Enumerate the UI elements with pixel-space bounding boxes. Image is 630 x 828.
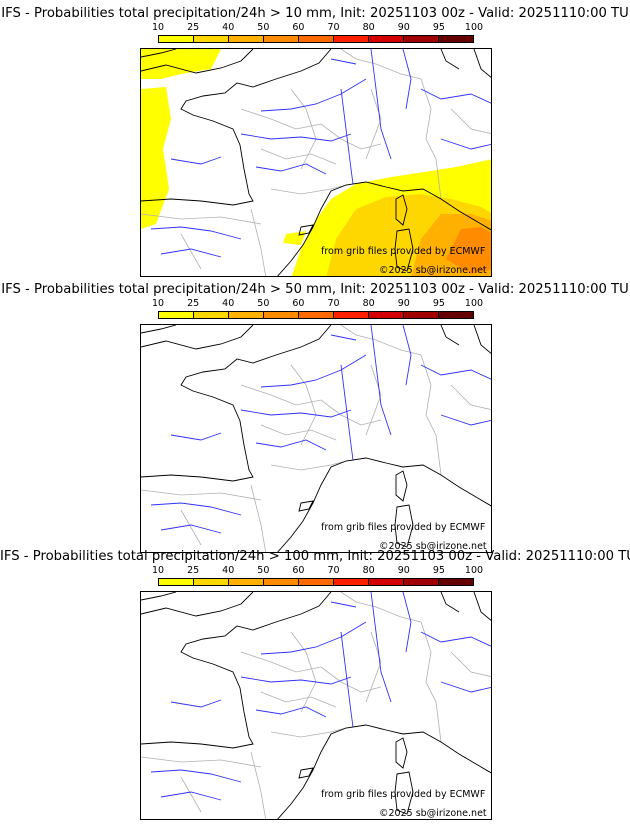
panel-title: IFS - Probabilities total precipitation/… <box>1 282 629 297</box>
colorbar-tick-label: 10 <box>151 298 165 309</box>
colorbar-tick-label: 25 <box>187 22 200 33</box>
colorbar-swatch <box>299 579 334 585</box>
colorbar-swatch <box>194 36 229 42</box>
colorbar-swatch <box>334 312 369 318</box>
colorbar-tick-label: 95 <box>432 22 445 33</box>
colorbar-tick-label: 80 <box>362 565 375 576</box>
colorbar-swatch <box>369 312 404 318</box>
colorbar-tick-label: 95 <box>432 298 445 309</box>
panel-title: IFS - Probabilities total precipitation/… <box>1 6 629 21</box>
colorbar-tick-label: 40 <box>222 22 235 33</box>
colorbar-swatch <box>404 312 439 318</box>
colorbar-tick-label: 40 <box>222 565 235 576</box>
colorbar-swatch <box>439 36 473 42</box>
colorbar-swatch <box>229 312 264 318</box>
colorbar-tick-label: 90 <box>397 565 410 576</box>
colorbar-tick-label: 10 <box>151 22 165 33</box>
colorbar-tick-label: 50 <box>257 565 270 576</box>
colorbar-tick-label: 60 <box>292 565 305 576</box>
colorbar-swatch <box>159 579 194 585</box>
copyright: ©2025 sb@irizone.net <box>379 541 487 552</box>
colorbar-swatch <box>334 579 369 585</box>
rivers <box>150 592 491 801</box>
map-panel: IFS - Probabilities total precipitation/… <box>0 282 630 557</box>
data-source-credit: from grib files provided by ECMWF <box>321 246 486 257</box>
colorbar-swatch <box>229 579 264 585</box>
colorbar-tick-label: 50 <box>257 298 270 309</box>
colorbar-tick-label: 50 <box>257 22 270 33</box>
colorbar-swatch <box>404 36 439 42</box>
colorbar-swatch <box>264 312 299 318</box>
colorbar-tick-label: 90 <box>397 22 410 33</box>
colorbar-tick-label: 100 <box>464 22 484 33</box>
colorbar-tick-label: 80 <box>362 22 375 33</box>
colorbar-swatch <box>299 312 334 318</box>
rivers <box>150 325 491 534</box>
colorbar-swatch <box>159 312 194 318</box>
colorbar-swatch <box>369 36 404 42</box>
colorbar-swatch <box>334 36 369 42</box>
data-source-credit: from grib files provided by ECMWF <box>321 789 486 800</box>
colorbar-swatch <box>439 312 473 318</box>
colorbar-swatch <box>264 36 299 42</box>
colorbar-tick-label: 90 <box>397 298 410 309</box>
admin-borders <box>141 49 491 276</box>
colorbar-tick-label: 40 <box>222 298 235 309</box>
panel-title: IFS - Probabilities total precipitation/… <box>0 549 630 564</box>
colorbar-tick-label: 70 <box>327 22 340 33</box>
coastline <box>141 325 491 552</box>
colorbar-tick-label: 25 <box>187 298 200 309</box>
precip-50-area <box>446 227 491 274</box>
colorbar-swatch <box>159 36 194 42</box>
colorbar-tick-label: 60 <box>292 298 305 309</box>
colorbar-swatch <box>439 579 473 585</box>
colorbar <box>158 578 474 586</box>
copyright: ©2025 sb@irizone.net <box>379 808 487 819</box>
colorbar-swatch <box>404 579 439 585</box>
data-source-credit: from grib files provided by ECMWF <box>321 522 486 533</box>
colorbar-tick-label: 70 <box>327 298 340 309</box>
colorbar-tick-label: 95 <box>432 565 445 576</box>
colorbar-tick-label: 10 <box>151 565 165 576</box>
probability-map: from grib files provided by ECMWF ©2025 … <box>140 48 492 277</box>
colorbar-tick-label: 70 <box>327 565 340 576</box>
colorbar-tick-label: 60 <box>292 22 305 33</box>
admin-borders <box>141 592 491 819</box>
colorbar <box>158 35 474 43</box>
probability-map: from grib files provided by ECMWF ©2025 … <box>140 324 492 553</box>
colorbar-swatch <box>369 579 404 585</box>
colorbar-swatch <box>229 36 264 42</box>
copyright: ©2025 sb@irizone.net <box>379 265 487 276</box>
map-panel: IFS - Probabilities total precipitation/… <box>0 549 630 824</box>
colorbar-tick-label: 100 <box>464 298 484 309</box>
coastline <box>141 49 491 276</box>
colorbar-swatch <box>264 579 299 585</box>
colorbar-swatch <box>299 36 334 42</box>
colorbar-swatch <box>194 312 229 318</box>
coastline <box>141 592 491 819</box>
probability-map: from grib files provided by ECMWF ©2025 … <box>140 591 492 820</box>
colorbar <box>158 311 474 319</box>
colorbar-tick-label: 100 <box>464 565 484 576</box>
map-panel: IFS - Probabilities total precipitation/… <box>0 6 630 281</box>
rivers <box>150 49 491 258</box>
colorbar-tick-label: 25 <box>187 565 200 576</box>
admin-borders <box>141 325 491 552</box>
colorbar-tick-label: 80 <box>362 298 375 309</box>
colorbar-swatch <box>194 579 229 585</box>
